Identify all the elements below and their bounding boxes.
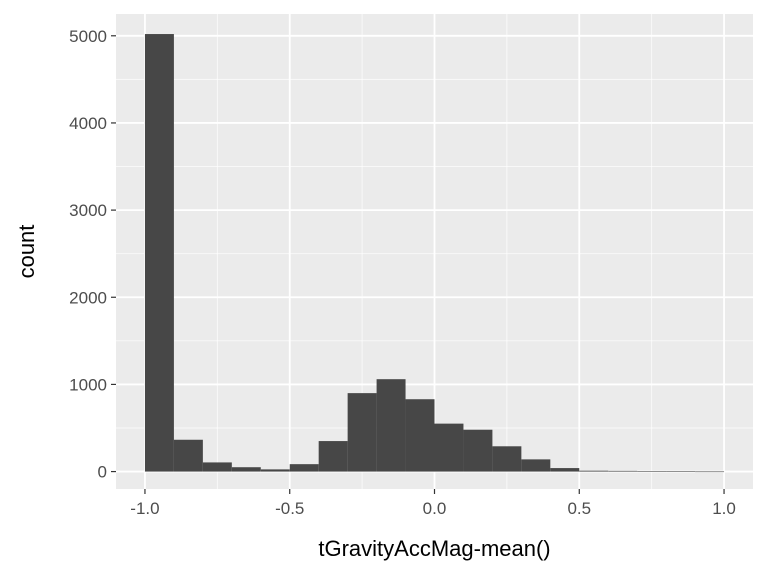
y-tick-label: 4000 (69, 114, 107, 133)
y-tick-label: 0 (98, 463, 107, 482)
x-axis-title: tGravityAccMag-mean() (318, 536, 550, 561)
x-tick-label: -1.0 (130, 499, 159, 518)
histogram-bar (492, 446, 522, 472)
histogram-bar (231, 467, 261, 472)
histogram-bar (521, 459, 551, 472)
histogram-bar (405, 399, 435, 472)
histogram-bar (608, 470, 638, 472)
histogram-bar (579, 470, 609, 472)
x-axis: -1.0 -0.5 0.0 0.5 1.0 (130, 489, 736, 518)
y-tick-label: 3000 (69, 201, 107, 220)
y-tick-label: 1000 (69, 375, 107, 394)
histogram-bar (173, 439, 203, 472)
x-tick-label: 0.0 (423, 499, 447, 518)
histogram-bar (695, 471, 725, 473)
histogram-bar (666, 471, 696, 472)
histogram-bar (637, 471, 667, 472)
x-tick-label: 0.5 (567, 499, 591, 518)
histogram-bars (144, 34, 725, 473)
histogram-bar (376, 379, 406, 472)
x-tick-label: -0.5 (275, 499, 304, 518)
x-tick-label: 1.0 (712, 499, 736, 518)
y-tick-label: 5000 (69, 27, 107, 46)
histogram-bar (202, 462, 232, 472)
histogram-bar (347, 393, 377, 472)
y-axis: 0 1000 2000 3000 4000 5000 (69, 27, 116, 482)
histogram-bar (318, 441, 348, 472)
histogram-bar (144, 34, 174, 472)
histogram-bar (434, 423, 464, 472)
y-axis-title: count (14, 225, 39, 279)
histogram-bar (260, 469, 290, 472)
y-tick-label: 2000 (69, 288, 107, 307)
histogram-bar (550, 468, 580, 472)
histogram-bar (463, 429, 493, 472)
histogram-bar (289, 464, 319, 472)
